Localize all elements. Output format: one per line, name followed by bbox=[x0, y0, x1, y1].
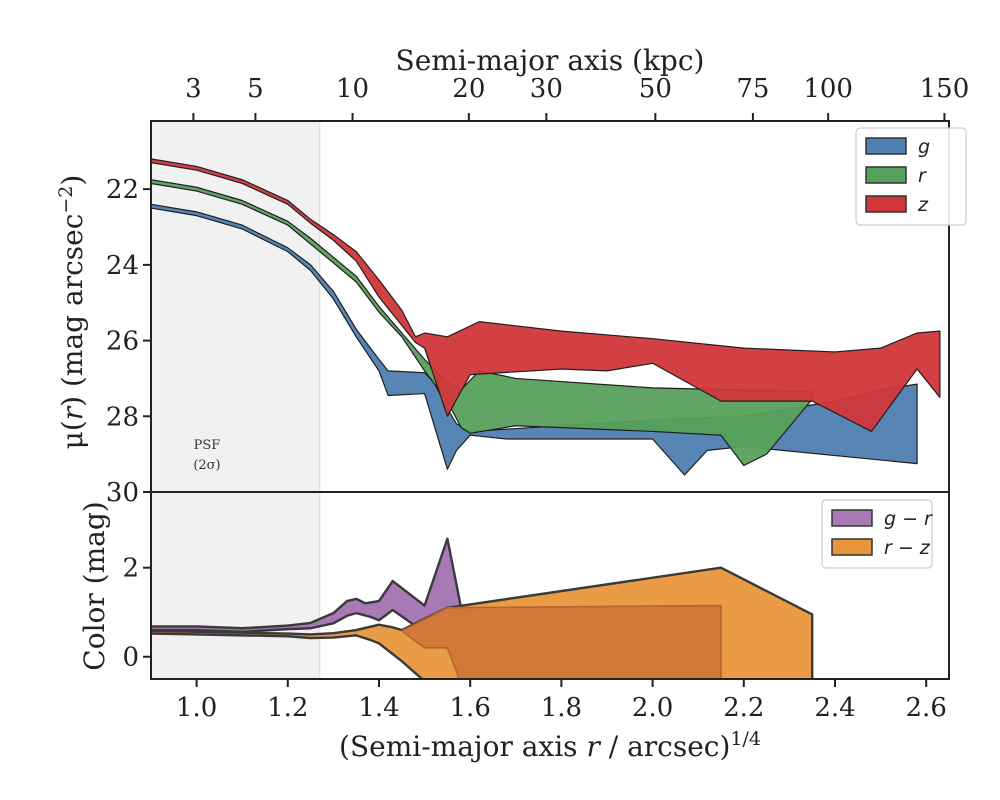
color-series bbox=[151, 537, 814, 679]
top-y-tick-label: 26 bbox=[106, 327, 139, 357]
bottom-x-tick-label: 1.0 bbox=[176, 693, 217, 723]
top-x-tick-label: 20 bbox=[452, 74, 485, 104]
legend-label: r − z bbox=[884, 537, 931, 559]
top-x-tick-label: 10 bbox=[336, 74, 369, 104]
bottom-y-axis-title: Color (mag) bbox=[78, 501, 111, 670]
psf-sublabel: (2σ) bbox=[193, 458, 220, 473]
axis-ticks: 3 5 10 20 30 50 75 100 150 22 24 26 28 30 0 2 1.0 1.2 1.4 1… bbox=[106, 74, 969, 723]
legend-label: g bbox=[918, 136, 930, 158]
legend-label: r bbox=[918, 165, 927, 187]
psf-shaded-region-bottom bbox=[150, 491, 321, 680]
bottom-axes-frame bbox=[150, 491, 950, 680]
surface-brightness-series bbox=[151, 158, 941, 476]
top-x-tick-label: 50 bbox=[639, 74, 672, 104]
legend-swatch bbox=[831, 538, 873, 556]
legend-top: grz bbox=[855, 127, 967, 226]
top-x-axis-title: Semi-major axis (kpc) bbox=[396, 44, 705, 77]
psf-shaded-region-top bbox=[150, 120, 321, 493]
top-x-tick-label: 30 bbox=[530, 74, 563, 104]
bottom-x-tick-label: 1.8 bbox=[541, 693, 582, 723]
series-band-rzinner bbox=[400, 604, 722, 679]
bottom-x-tick-label: 1.4 bbox=[358, 693, 399, 723]
top-y-axis-title: μ(r) (mag arcsec−2) bbox=[55, 175, 89, 450]
top-y-tick-label: 28 bbox=[106, 402, 139, 432]
bottom-y-tick-label: 0 bbox=[122, 643, 139, 673]
legend-bottom: g − r r − z bbox=[821, 499, 933, 569]
legend-swatch bbox=[831, 509, 873, 527]
top-x-tick-label: 75 bbox=[736, 74, 769, 104]
top-x-tick-label: 100 bbox=[803, 74, 853, 104]
series-band-z bbox=[151, 158, 941, 433]
legend-swatch bbox=[865, 195, 907, 213]
legend-label: z bbox=[917, 194, 929, 216]
legend-swatch bbox=[865, 166, 907, 184]
bottom-x-tick-label: 2.6 bbox=[906, 693, 947, 723]
bottom-y-tick-label: 2 bbox=[122, 554, 139, 584]
bottom-x-axis-title: (Semi-major axis r / arcsec)1/4 bbox=[339, 728, 761, 763]
bottom-x-tick-label: 1.2 bbox=[267, 693, 308, 723]
top-y-tick-label: 22 bbox=[106, 175, 139, 205]
legend-label: g − r bbox=[884, 508, 933, 530]
top-x-tick-label: 3 bbox=[185, 74, 202, 104]
legend-swatch bbox=[865, 137, 907, 155]
series-band-r bbox=[151, 179, 813, 467]
series-band-g bbox=[151, 203, 918, 476]
bottom-x-tick-label: 2.2 bbox=[723, 693, 764, 723]
top-x-tick-label: 5 bbox=[247, 74, 264, 104]
top-y-tick-label: 24 bbox=[106, 251, 139, 281]
bottom-x-tick-label: 2.0 bbox=[632, 693, 673, 723]
bottom-x-tick-label: 2.4 bbox=[814, 693, 855, 723]
top-y-tick-label: 30 bbox=[106, 478, 139, 508]
bottom-x-tick-label: 1.6 bbox=[450, 693, 491, 723]
psf-label: PSF bbox=[194, 438, 221, 453]
top-x-tick-label: 150 bbox=[920, 74, 970, 104]
